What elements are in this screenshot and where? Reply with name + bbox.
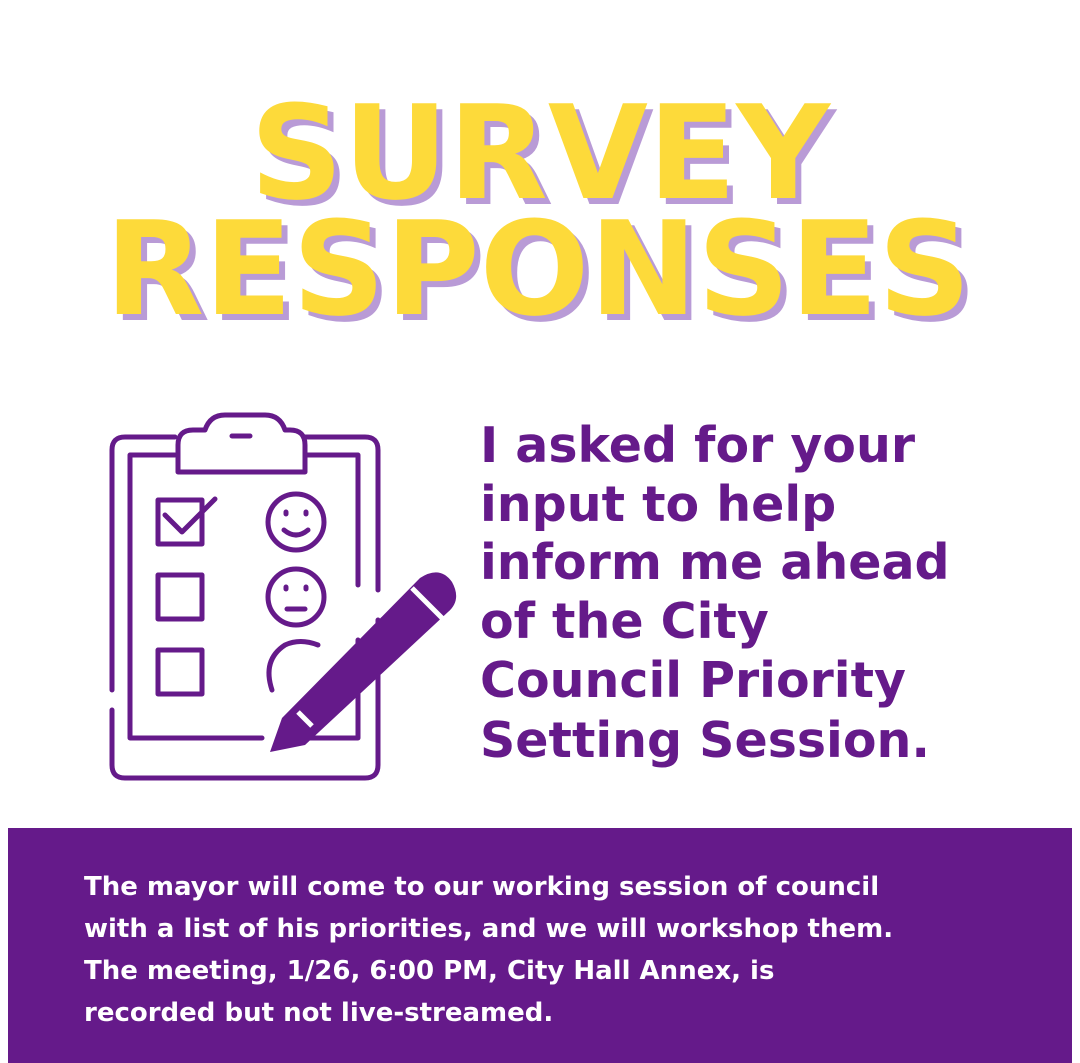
clipboard-icon: [109, 412, 457, 781]
pencil: [270, 572, 457, 752]
clipboard-clip: [175, 412, 308, 475]
title: SURVEY SURVEY RESPONSES RESPONSES: [105, 77, 977, 351]
message-line: Council Priority: [480, 652, 906, 709]
message-line: Setting Session.: [480, 712, 930, 769]
title-line: SURVEY: [250, 77, 832, 229]
sad-face: [266, 639, 321, 693]
message-line: input to help: [480, 476, 836, 533]
neutral-features: [283, 584, 309, 612]
title-shadow: SURVEY: [256, 83, 838, 235]
checkbox: [155, 647, 205, 697]
checkbox: [155, 572, 205, 622]
title-line: RESPONSES: [105, 193, 971, 345]
message-line: of the City: [480, 593, 769, 650]
checkmark: [162, 496, 218, 535]
banner: [8, 828, 1072, 1063]
message-line: I asked for your: [480, 417, 916, 474]
smiley-face: [281, 509, 311, 538]
title-shadow: RESPONSES: [111, 199, 977, 351]
neutral-face: [265, 566, 327, 628]
banner-line: The mayor will come to our working sessi…: [84, 872, 879, 902]
clipboard-outline: [109, 434, 381, 781]
message-line: inform me ahead: [480, 534, 950, 591]
banner-line: with a list of his priorities, and we wi…: [84, 914, 893, 944]
pencil-detail: [296, 586, 444, 728]
checkbox: [155, 497, 205, 547]
banner-line: The meeting, 1/26, 6:00 PM, City Hall An…: [84, 956, 774, 986]
banner-line: recorded but not live-streamed.: [84, 998, 553, 1028]
banner-text: The mayor will come to our working sessi…: [84, 872, 893, 1028]
message: I asked for your input to help inform me…: [480, 417, 950, 769]
smiley: [265, 491, 327, 553]
